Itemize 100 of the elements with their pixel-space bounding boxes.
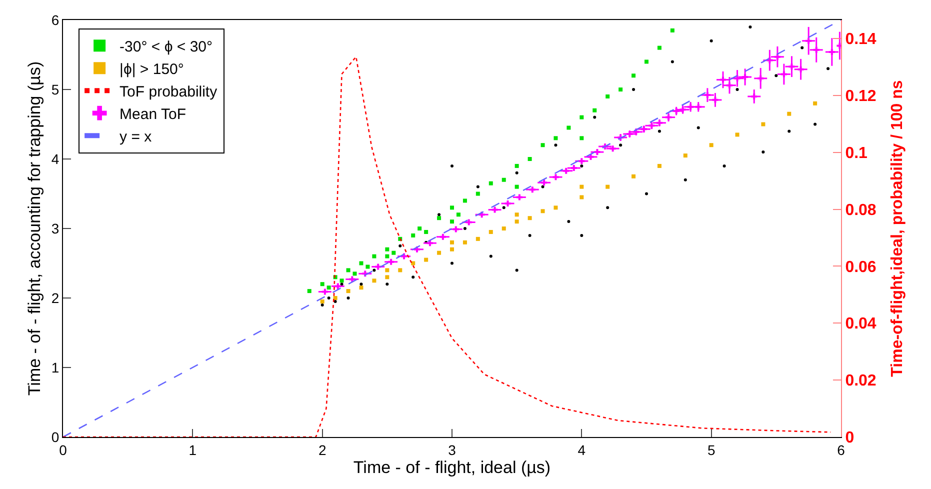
point [450, 262, 454, 265]
point [710, 39, 713, 42]
x-tick-label: 6 [837, 442, 846, 458]
point [736, 88, 739, 91]
point [529, 186, 536, 193]
point [788, 64, 795, 70]
point [541, 185, 544, 188]
point [476, 185, 480, 188]
y-tick-label: 2 [51, 290, 60, 306]
point [670, 28, 674, 32]
point [735, 132, 740, 137]
point [334, 300, 337, 303]
point [502, 178, 506, 182]
point [515, 268, 518, 272]
point [462, 198, 467, 203]
point [684, 178, 687, 182]
legend-label: y = x [120, 128, 152, 146]
point [828, 48, 835, 55]
point [375, 264, 382, 270]
point [307, 289, 312, 294]
point [751, 93, 758, 100]
y-tick-label: 1 [51, 359, 60, 376]
point [657, 46, 662, 50]
point [619, 144, 622, 147]
point [398, 244, 402, 248]
point [386, 282, 389, 286]
point [372, 278, 376, 283]
point [554, 206, 558, 210]
point [541, 180, 548, 186]
point [450, 240, 454, 244]
point [696, 126, 700, 130]
legend-label: Mean ToF [120, 106, 186, 123]
point [333, 296, 338, 300]
point [670, 60, 674, 64]
point [349, 276, 356, 282]
point [438, 213, 441, 216]
point [528, 234, 532, 237]
point [683, 154, 688, 158]
point [540, 209, 545, 214]
point [695, 104, 702, 110]
point [774, 74, 778, 78]
point [320, 299, 324, 304]
point [515, 171, 518, 174]
point [360, 282, 363, 286]
legend-label: -30° < ϕ < 30° [120, 38, 213, 56]
y2-tick-label: 0.1 [845, 144, 868, 162]
point [456, 212, 460, 217]
point [645, 192, 648, 196]
point [514, 220, 519, 224]
point [766, 57, 773, 64]
point [346, 268, 350, 272]
point [385, 254, 390, 258]
point [385, 247, 390, 252]
point [466, 219, 472, 226]
point [450, 206, 454, 210]
point [800, 46, 804, 50]
point [392, 250, 396, 255]
point [504, 200, 511, 206]
legend-label: |ϕ| > 150° [120, 60, 184, 78]
point [372, 268, 376, 272]
point [346, 289, 350, 294]
point [352, 272, 357, 276]
point [712, 96, 718, 103]
point [327, 296, 330, 300]
point [813, 101, 818, 106]
point [322, 288, 328, 295]
point [411, 233, 416, 238]
point [606, 206, 610, 210]
point [567, 220, 570, 224]
point [502, 226, 506, 230]
point [440, 234, 446, 240]
point [813, 46, 820, 53]
point [742, 74, 748, 80]
point [488, 181, 493, 186]
point [514, 212, 519, 217]
point [594, 149, 600, 156]
point [758, 75, 764, 82]
y2-axis-title: Time-of-flight,ideal, probability / 100 ns [889, 80, 906, 377]
point [411, 261, 416, 266]
point [748, 25, 752, 28]
point [606, 184, 610, 189]
point [514, 184, 519, 189]
point [398, 268, 402, 272]
point [437, 250, 442, 255]
y2-tick-label: 0 [845, 430, 854, 447]
point [528, 157, 532, 161]
point [340, 282, 344, 286]
point [632, 174, 636, 178]
point [709, 143, 714, 148]
point [492, 206, 498, 213]
x-axis-title: Time - of - flight, ideal (µs) [353, 458, 551, 478]
point [593, 116, 596, 119]
point [528, 216, 532, 220]
x-tick-label: 3 [448, 442, 456, 458]
point [826, 67, 830, 70]
point [566, 126, 571, 130]
point [734, 75, 740, 82]
point [359, 286, 364, 290]
point [450, 220, 454, 224]
y2-tick-label: 0.02 [845, 372, 876, 390]
